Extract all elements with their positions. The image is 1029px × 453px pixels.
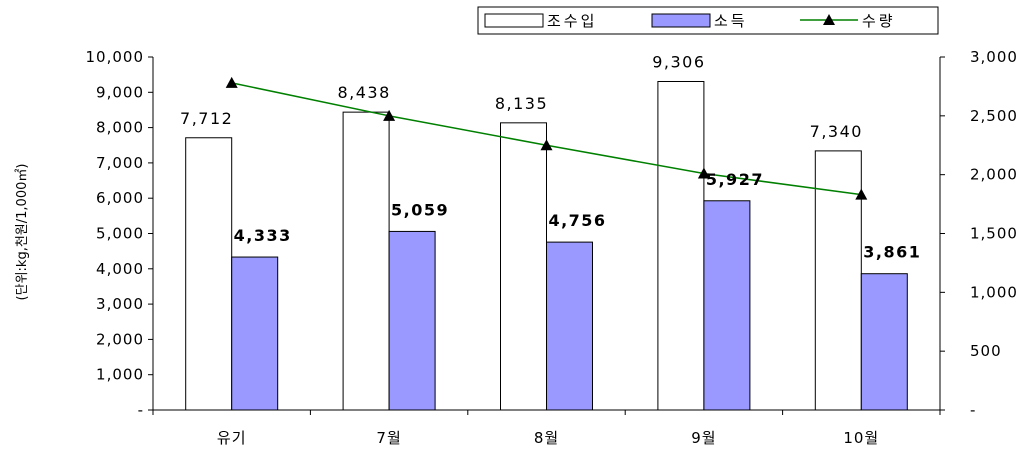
left-tick-label: 6,000 <box>96 189 144 207</box>
x-tick-label: 8월 <box>534 429 559 447</box>
left-tick-label: 1,000 <box>96 366 144 384</box>
bar-total-revenue <box>500 122 547 411</box>
line-quantity-marker <box>383 109 396 121</box>
bar-income <box>860 273 908 411</box>
x-tick-label: 7월 <box>376 429 401 447</box>
axes-layer: - 1,000 2,000 3,000 4,000 5,000 6,000 7,000 8,00… <box>86 48 1018 447</box>
right-tick-label: 1,000 <box>970 283 1018 301</box>
line-quantity-marker <box>697 167 710 179</box>
left-tick-label: 10,000 <box>86 48 145 66</box>
legend-marker <box>823 14 835 25</box>
data-label-income: 3,861 <box>863 243 921 262</box>
x-tick-label: 유기 <box>217 429 247 447</box>
left-tick-label: 4,000 <box>96 260 144 278</box>
data-label-income: 4,756 <box>548 211 606 230</box>
bar-income <box>388 230 436 411</box>
line-quantity-marker <box>225 76 238 88</box>
data-label-total-revenue: 8,135 <box>495 94 548 113</box>
bar-total-revenue <box>342 111 390 411</box>
bar-total-revenue <box>657 80 705 411</box>
x-tick-label: 10월 <box>843 429 879 447</box>
data-label-income: 4,333 <box>234 226 292 245</box>
left-tick-label: 2,000 <box>96 330 144 348</box>
legend-label: 조수입 <box>547 12 597 30</box>
legend-label: 소득 <box>714 12 748 30</box>
data-labels-layer: 7,712 8,438 8,135 9,306 7,340 4,333 5,059 4,756… <box>180 52 921 262</box>
line-quantity-marker <box>540 139 553 151</box>
right-tick-label: 500 <box>970 342 1002 360</box>
legend-label: 수량 <box>862 12 896 30</box>
left-tick-label: 3,000 <box>96 295 144 313</box>
bars-layer <box>185 80 908 411</box>
x-tick-label: 9월 <box>691 429 716 447</box>
data-label-total-revenue: 7,712 <box>180 109 233 128</box>
right-tick-label: - <box>970 401 976 419</box>
left-tick-label: 7,000 <box>96 154 144 172</box>
legend-swatch <box>651 13 711 28</box>
right-tick-label: 2,500 <box>970 107 1018 125</box>
y-axis-label: (단위:kg,천원/1,000㎡) <box>15 164 30 301</box>
left-tick-label: - <box>138 401 144 419</box>
right-tick-label: 3,000 <box>970 48 1018 66</box>
bar-income <box>231 256 279 411</box>
line-quantity-marker <box>855 188 868 200</box>
data-label-total-revenue: 9,306 <box>652 52 705 71</box>
right-tick-label: 1,500 <box>970 225 1018 243</box>
left-tick-label: 5,000 <box>96 225 144 243</box>
bar-income <box>703 200 751 411</box>
bar-total-revenue <box>185 137 233 411</box>
right-tick-label: 2,000 <box>970 166 1018 184</box>
legend-swatch <box>484 13 544 28</box>
data-label-income: 5,927 <box>706 170 764 189</box>
legend: 조수입 소득 수량 <box>477 6 939 35</box>
line-layer <box>225 76 868 200</box>
data-label-income: 5,059 <box>391 200 449 219</box>
bar-income <box>546 241 593 411</box>
data-label-total-revenue: 7,340 <box>810 122 863 141</box>
data-label-total-revenue: 8,438 <box>337 83 390 102</box>
left-tick-label: 8,000 <box>96 119 144 137</box>
left-tick-label: 9,000 <box>96 83 144 101</box>
